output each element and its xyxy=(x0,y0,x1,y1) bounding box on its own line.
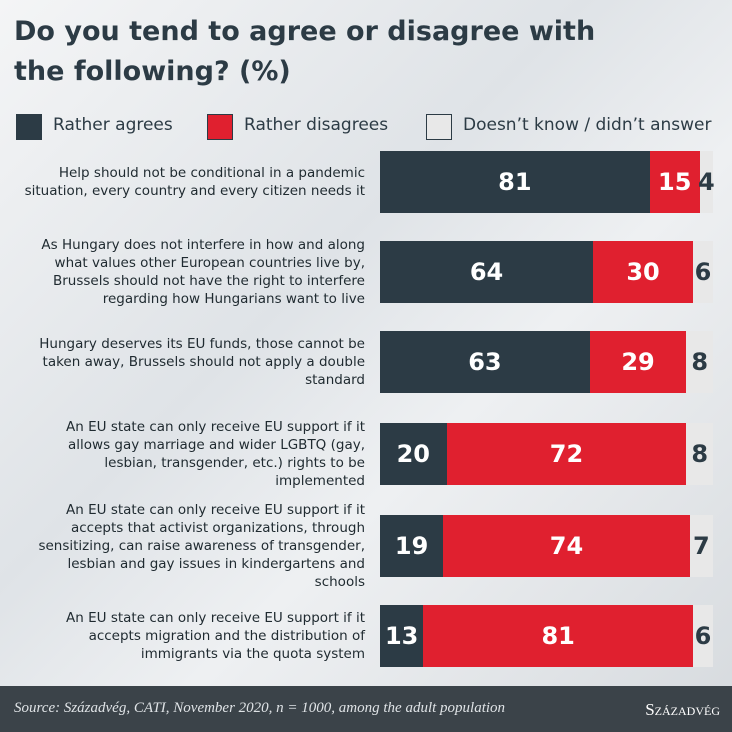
logo: Századvég xyxy=(645,700,720,719)
value-label: 63 xyxy=(468,348,502,376)
legend-label: Rather agrees xyxy=(53,115,173,135)
bar-segment xyxy=(699,151,713,213)
bar-segment xyxy=(686,423,713,485)
bar-segment xyxy=(380,605,424,667)
bar-segment xyxy=(593,241,693,303)
legend-label: Doesn’t know / didn’t answer xyxy=(463,115,712,135)
category-label: An EU state can only receive EU support … xyxy=(38,502,365,590)
value-label: 30 xyxy=(626,258,660,286)
legend-swatch xyxy=(207,114,233,140)
value-label: 20 xyxy=(396,440,430,468)
value-label: 29 xyxy=(621,348,655,376)
value-label: 13 xyxy=(384,622,419,650)
bar-segment xyxy=(443,515,690,577)
bar-segment xyxy=(693,241,713,303)
bar-segment xyxy=(686,331,713,393)
bar-segment xyxy=(423,605,693,667)
bar-segment xyxy=(693,605,713,667)
legend-label: Rather disagrees xyxy=(244,115,389,135)
bar-segment xyxy=(649,151,700,213)
value-label: 72 xyxy=(549,440,584,468)
bar-segment xyxy=(689,515,713,577)
category-label: As Hungary does not interfere in how and… xyxy=(41,237,365,307)
value-label: 74 xyxy=(549,532,584,560)
value-label: 64 xyxy=(469,258,504,286)
chart-title: Do you tend to agree or disagree with th… xyxy=(14,16,596,87)
bar-segment xyxy=(380,515,444,577)
value-label: 8 xyxy=(691,348,709,376)
legend-swatch xyxy=(426,114,452,140)
bar-segment xyxy=(380,241,594,303)
category-label: An EU state can only receive EU support … xyxy=(66,419,365,489)
category-label: Help should not be conditional in a pand… xyxy=(24,165,365,199)
category-label: An EU state can only receive EU support … xyxy=(66,610,365,662)
bar-segment xyxy=(589,331,687,393)
value-label: 81 xyxy=(541,622,575,650)
bar-segment xyxy=(380,331,590,393)
value-label: 6 xyxy=(694,258,712,286)
bar-segment xyxy=(446,423,687,485)
bar-segment xyxy=(380,151,650,213)
footer xyxy=(0,686,732,732)
value-label: 81 xyxy=(498,168,532,196)
value-label: 8 xyxy=(691,440,709,468)
legend-swatch xyxy=(16,114,42,140)
value-label: 6 xyxy=(694,622,712,650)
value-label: 19 xyxy=(394,532,429,560)
category-label: Hungary deserves its EU funds, those can… xyxy=(39,336,365,388)
bar-segment xyxy=(380,423,447,485)
value-label: 15 xyxy=(658,168,692,196)
value-label: 7 xyxy=(692,532,710,560)
source: Source: Századvég, CATI, November 2020, … xyxy=(14,700,506,716)
value-label: 4 xyxy=(697,168,715,196)
